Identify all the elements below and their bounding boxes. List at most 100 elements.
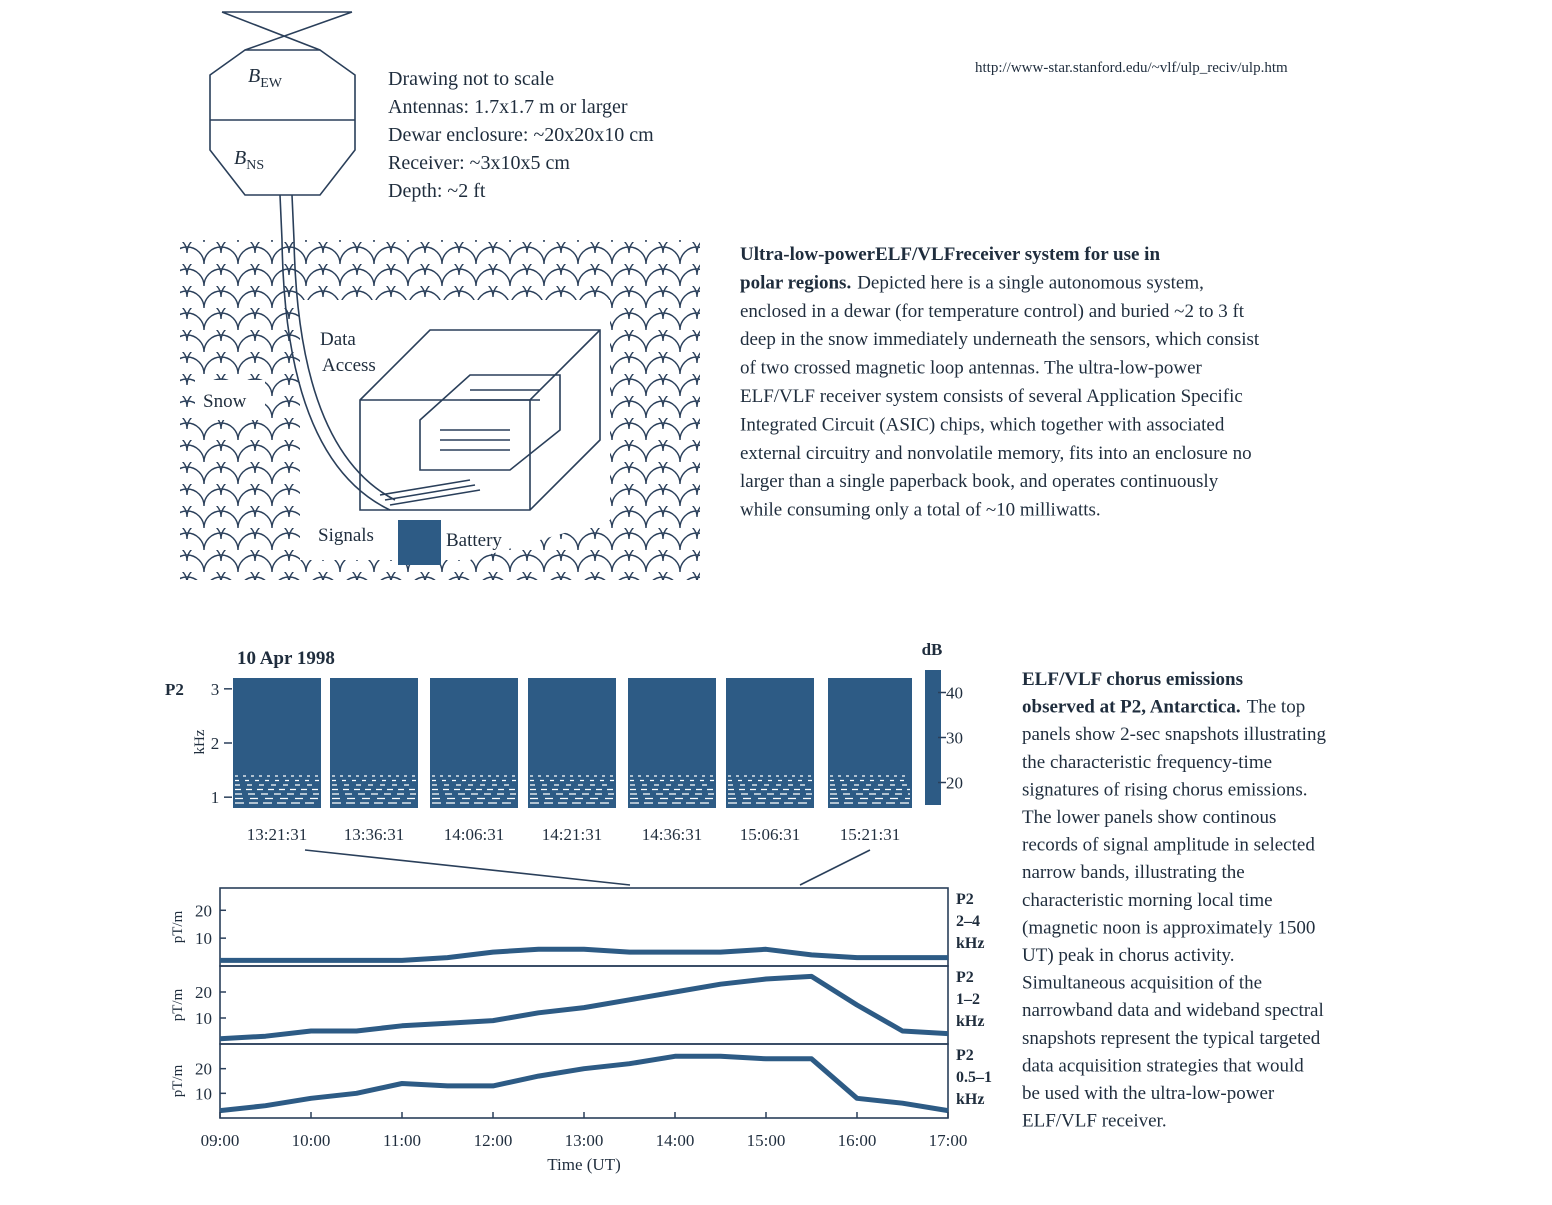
- caption-title: Ultra-low-powerELF/VLFreceiver system fo…: [740, 244, 1160, 265]
- caption-body: enclosed in a dewar (for temperature con…: [740, 301, 1245, 322]
- drawing-note: Drawing not to scale: [388, 68, 554, 90]
- band-label: P2: [956, 969, 974, 986]
- band-label: 0.5–1: [956, 1069, 992, 1086]
- caption-body: UT) peak in chorus activity.: [1022, 945, 1234, 966]
- time-label: 13:36:31: [344, 825, 404, 844]
- y-tick-label: 10: [195, 1084, 212, 1103]
- x-tick-label: 11:00: [383, 1131, 421, 1150]
- caption-body: of two crossed magnetic loop antennas. T…: [740, 358, 1203, 379]
- caption-body: larger than a single paperback book, and…: [740, 471, 1219, 492]
- b-ew-sub: EW: [260, 76, 283, 91]
- db-tick-label: 30: [946, 729, 963, 748]
- time-label: 15:06:31: [740, 825, 800, 844]
- caption-body: signatures of rising chorus emissions.: [1022, 779, 1308, 800]
- caption-body: Simultaneous acquisition of the: [1022, 973, 1262, 994]
- caption-body: snapshots represent the typical targeted: [1022, 1028, 1321, 1049]
- band-label: 2–4: [956, 913, 980, 930]
- signals-label: Signals: [318, 525, 374, 546]
- caption-body: narrowband data and wideband spectral: [1022, 1000, 1324, 1021]
- y-tick-label: 10: [195, 1009, 212, 1028]
- station-label: P2: [165, 680, 184, 699]
- b-ns-label: BNS: [234, 147, 264, 173]
- db-label: dB: [922, 640, 943, 659]
- b-ns-sub: NS: [246, 158, 264, 173]
- y-tick-label: 3: [211, 680, 220, 699]
- data-access-label: Access: [322, 355, 376, 376]
- caption-body: Integrated Circuit (ASIC) chips, which t…: [740, 414, 1225, 435]
- y-tick-label: 20: [195, 983, 212, 1002]
- drawing-note: Dewar enclosure: ~20x20x10 cm: [388, 124, 654, 146]
- caption-body: The top: [1247, 697, 1306, 718]
- spectrogram-panel: [528, 678, 616, 808]
- time-label: 14:06:31: [444, 825, 504, 844]
- amplitude-line: [220, 946, 948, 963]
- url: http://www-star.stanford.edu/~vlf/ulp_re…: [975, 60, 1288, 76]
- spectrogram-date: 10 Apr 1998: [237, 648, 335, 669]
- battery-icon: [398, 520, 441, 565]
- y-axis-label: pT/m: [170, 988, 186, 1021]
- spectrogram-panel: [330, 678, 418, 808]
- connector: [304, 849, 871, 886]
- y-tick-label: 20: [195, 901, 212, 920]
- antenna: [209, 11, 396, 511]
- band-label: kHz: [956, 1091, 984, 1108]
- band-label: 1–2: [956, 991, 980, 1008]
- caption-body: deep in the snow immediately underneath …: [740, 329, 1260, 350]
- y-tick-label: 10: [195, 929, 212, 948]
- caption-body: (magnetic noon is approximately 1500: [1022, 917, 1315, 938]
- caption-body: The lower panels show continous: [1022, 807, 1276, 828]
- caption-body: ELF/VLF receiver system consists of seve…: [740, 386, 1243, 407]
- x-tick-label: 09:00: [201, 1131, 240, 1150]
- db-tick-label: 20: [946, 774, 963, 793]
- battery-label: Battery: [446, 530, 502, 551]
- x-tick-label: 15:00: [747, 1131, 786, 1150]
- b-ew-label: BEW: [248, 65, 283, 91]
- time-label: 14:36:31: [642, 825, 702, 844]
- data-access-label: Data: [320, 329, 356, 350]
- caption-body: the characteristic frequency-time: [1022, 752, 1272, 773]
- y-tick-label: 2: [211, 734, 220, 753]
- y-axis-label: pT/m: [170, 1064, 186, 1097]
- caption-body: while consuming only a total of ~10 mill…: [740, 500, 1101, 521]
- y-tick-label: 1: [211, 788, 220, 807]
- y-axis-label: kHz: [192, 729, 208, 754]
- caption-body: characteristic morning local time: [1022, 890, 1273, 911]
- band-label: P2: [956, 1047, 974, 1064]
- spectrogram-panel: [828, 678, 912, 808]
- x-tick-label: 12:00: [474, 1131, 513, 1150]
- y-tick-label: 20: [195, 1060, 212, 1079]
- caption-title: ELF/VLF chorus emissions: [1022, 669, 1243, 690]
- x-tick-label: 13:00: [565, 1131, 604, 1150]
- spectrogram-panel: [430, 678, 518, 808]
- spectrogram-panel: [628, 678, 716, 808]
- caption-title: polar regions. Depicted here is a single …: [740, 272, 1204, 293]
- time-label: 13:21:31: [247, 825, 307, 844]
- amplitude-line: [219, 1053, 949, 1114]
- caption-body: data acquisition strategies that would: [1022, 1055, 1304, 1076]
- x-tick-label: 17:00: [929, 1131, 968, 1150]
- db-colorbar: [925, 670, 941, 805]
- time-label: 15:21:31: [840, 825, 900, 844]
- snow-label: Snow: [203, 391, 247, 412]
- time-label: 14:21:31: [542, 825, 602, 844]
- y-axis-label: pT/m: [170, 910, 186, 943]
- drawing-note: Depth: ~2 ft: [388, 180, 486, 202]
- db-tick-label: 40: [946, 684, 963, 703]
- caption-body: Depicted here is a single autonomous sys…: [857, 272, 1204, 293]
- drawing-note: Antennas: 1.7x1.7 m or larger: [388, 96, 628, 118]
- band-label: kHz: [956, 935, 984, 952]
- spectrogram-panel: [726, 678, 814, 808]
- caption-body: records of signal amplitude in selected: [1022, 835, 1315, 856]
- x-axis-label: Time (UT): [547, 1155, 621, 1174]
- spectrogram: [233, 678, 912, 808]
- caption-body: be used with the ultra-low-power: [1022, 1083, 1275, 1104]
- caption-title: observed at P2, Antarctica. The top: [1022, 697, 1305, 718]
- x-tick-label: 14:00: [656, 1131, 695, 1150]
- amplitude-line: [219, 973, 949, 1042]
- dewar: [359, 329, 601, 511]
- caption-body: panels show 2-sec snapshots illustrating: [1022, 724, 1326, 745]
- caption-body: narrow bands, illustrating the: [1022, 862, 1245, 883]
- x-tick-label: 16:00: [838, 1131, 877, 1150]
